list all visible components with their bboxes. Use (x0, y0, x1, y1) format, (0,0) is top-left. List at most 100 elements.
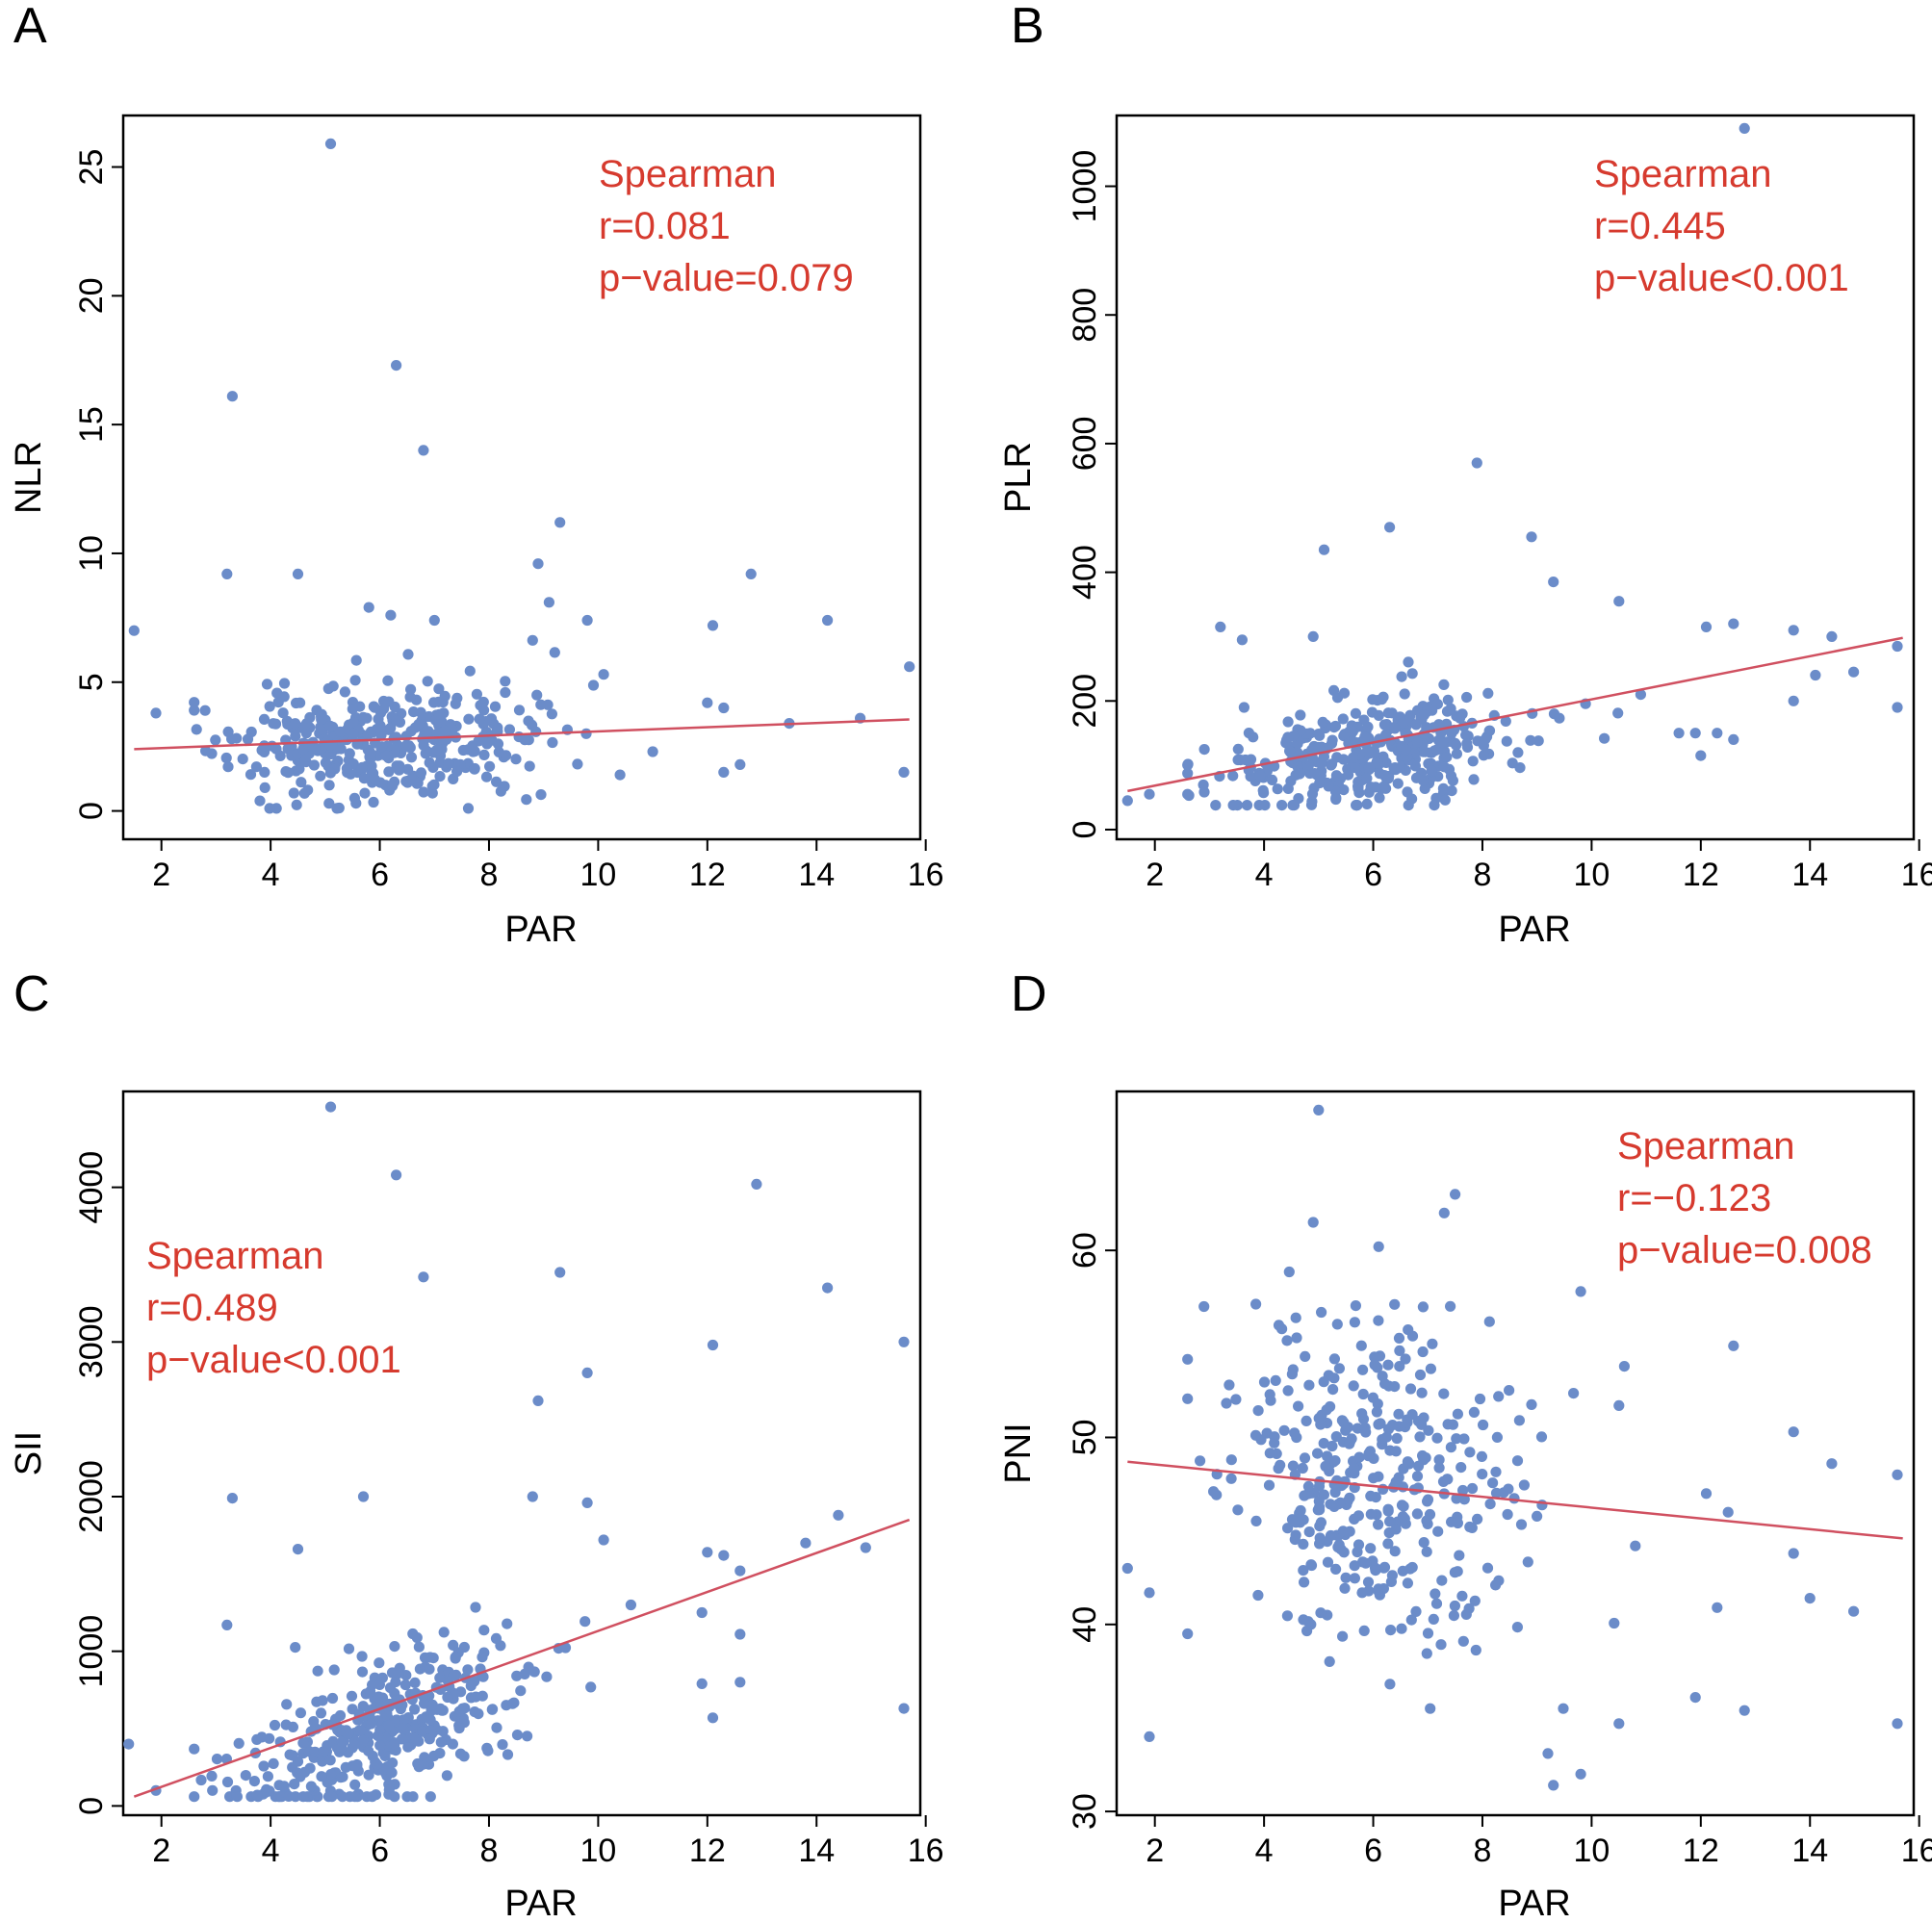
data-point (1380, 782, 1392, 794)
data-point (283, 1790, 295, 1802)
data-point (450, 1653, 461, 1664)
data-point (1810, 669, 1821, 681)
data-point (1848, 1605, 1860, 1617)
data-point (1298, 1538, 1309, 1550)
data-point (1396, 671, 1407, 682)
data-point (1258, 787, 1270, 799)
annotation-r: r=0.081 (599, 205, 731, 247)
data-point (1558, 1703, 1569, 1714)
data-point (457, 744, 469, 756)
y-tick-label: 25 (73, 149, 110, 186)
data-point (383, 766, 395, 778)
data-point (1362, 721, 1374, 732)
data-point (1195, 1455, 1206, 1467)
data-point (1445, 1300, 1456, 1312)
data-point (1418, 1412, 1430, 1423)
x-tick-label: 14 (1791, 857, 1828, 893)
data-point (308, 1716, 320, 1728)
data-point (296, 777, 307, 788)
y-ticks: 0 200 400 600 800 1000 (1067, 150, 1117, 838)
data-point (422, 676, 433, 687)
data-point (1389, 723, 1401, 734)
data-point (295, 1707, 306, 1719)
data-point (482, 1745, 494, 1756)
data-point (1121, 1562, 1133, 1575)
data-point (368, 796, 379, 808)
data-point (245, 726, 257, 738)
data-point (1414, 1431, 1426, 1443)
y-tick-label: 1000 (73, 1615, 110, 1688)
data-point (1471, 457, 1482, 469)
cluster-points (189, 634, 600, 814)
data-point (1330, 1431, 1342, 1443)
data-point (1482, 687, 1494, 700)
data-point (433, 708, 445, 721)
data-point (1298, 1565, 1309, 1577)
data-point (424, 756, 435, 769)
data-point (300, 718, 312, 730)
data-point (1295, 725, 1306, 736)
annotation-r: r=0.489 (146, 1287, 278, 1329)
data-point (1548, 1780, 1559, 1791)
data-point (1456, 1590, 1468, 1602)
data-point (1435, 1639, 1447, 1651)
data-point (443, 757, 454, 769)
data-point (1445, 703, 1456, 714)
data-point (1208, 1486, 1220, 1498)
data-point (1403, 656, 1414, 668)
data-point (207, 1784, 219, 1796)
data-point (559, 1642, 572, 1654)
data-point (1575, 1768, 1586, 1780)
x-tick-label: 16 (1901, 857, 1932, 893)
data-point (1416, 1387, 1428, 1398)
data-point (349, 675, 361, 686)
data-point (1295, 1504, 1306, 1517)
data-point (1461, 691, 1473, 704)
data-point (1232, 1504, 1244, 1516)
data-point (487, 1704, 499, 1715)
data-point (211, 1754, 223, 1765)
data-point (389, 1738, 400, 1750)
y-tick-label: 3000 (73, 1305, 110, 1378)
data-point (1788, 625, 1799, 636)
data-point (614, 769, 626, 781)
data-point (1892, 640, 1903, 653)
x-tick-label: 14 (798, 1833, 835, 1869)
data-point (1397, 1511, 1408, 1523)
data-point (341, 762, 352, 775)
data-point (1312, 1448, 1324, 1459)
data-point (189, 697, 200, 708)
data-point (292, 1544, 304, 1555)
data-point (470, 1691, 481, 1703)
data-point (226, 1493, 238, 1504)
data-point (251, 1789, 263, 1801)
data-point (336, 1736, 348, 1748)
data-point (1474, 1393, 1486, 1405)
data-point (1198, 744, 1210, 756)
data-point (428, 614, 440, 627)
data-point (1313, 741, 1325, 754)
data-point (254, 795, 266, 807)
x-tick-label: 12 (1683, 1833, 1719, 1869)
data-point (369, 702, 380, 713)
data-point (1384, 522, 1396, 533)
data-point (1309, 768, 1321, 780)
data-point (1518, 1479, 1530, 1491)
data-point (580, 1616, 591, 1628)
data-point (1501, 735, 1512, 747)
data-point (1378, 719, 1390, 731)
data-point (1599, 732, 1610, 744)
data-point (386, 1667, 399, 1679)
data-point (1330, 793, 1342, 806)
data-point (1270, 1374, 1281, 1386)
data-point (581, 614, 593, 627)
data-point (1461, 738, 1473, 750)
data-point (1357, 1388, 1369, 1400)
data-point (315, 1707, 327, 1719)
data-point (1281, 1610, 1293, 1622)
data-point (465, 1680, 477, 1692)
data-point (598, 669, 609, 680)
data-point (1337, 1630, 1349, 1642)
data-point (374, 1692, 385, 1704)
data-point (1406, 668, 1418, 679)
